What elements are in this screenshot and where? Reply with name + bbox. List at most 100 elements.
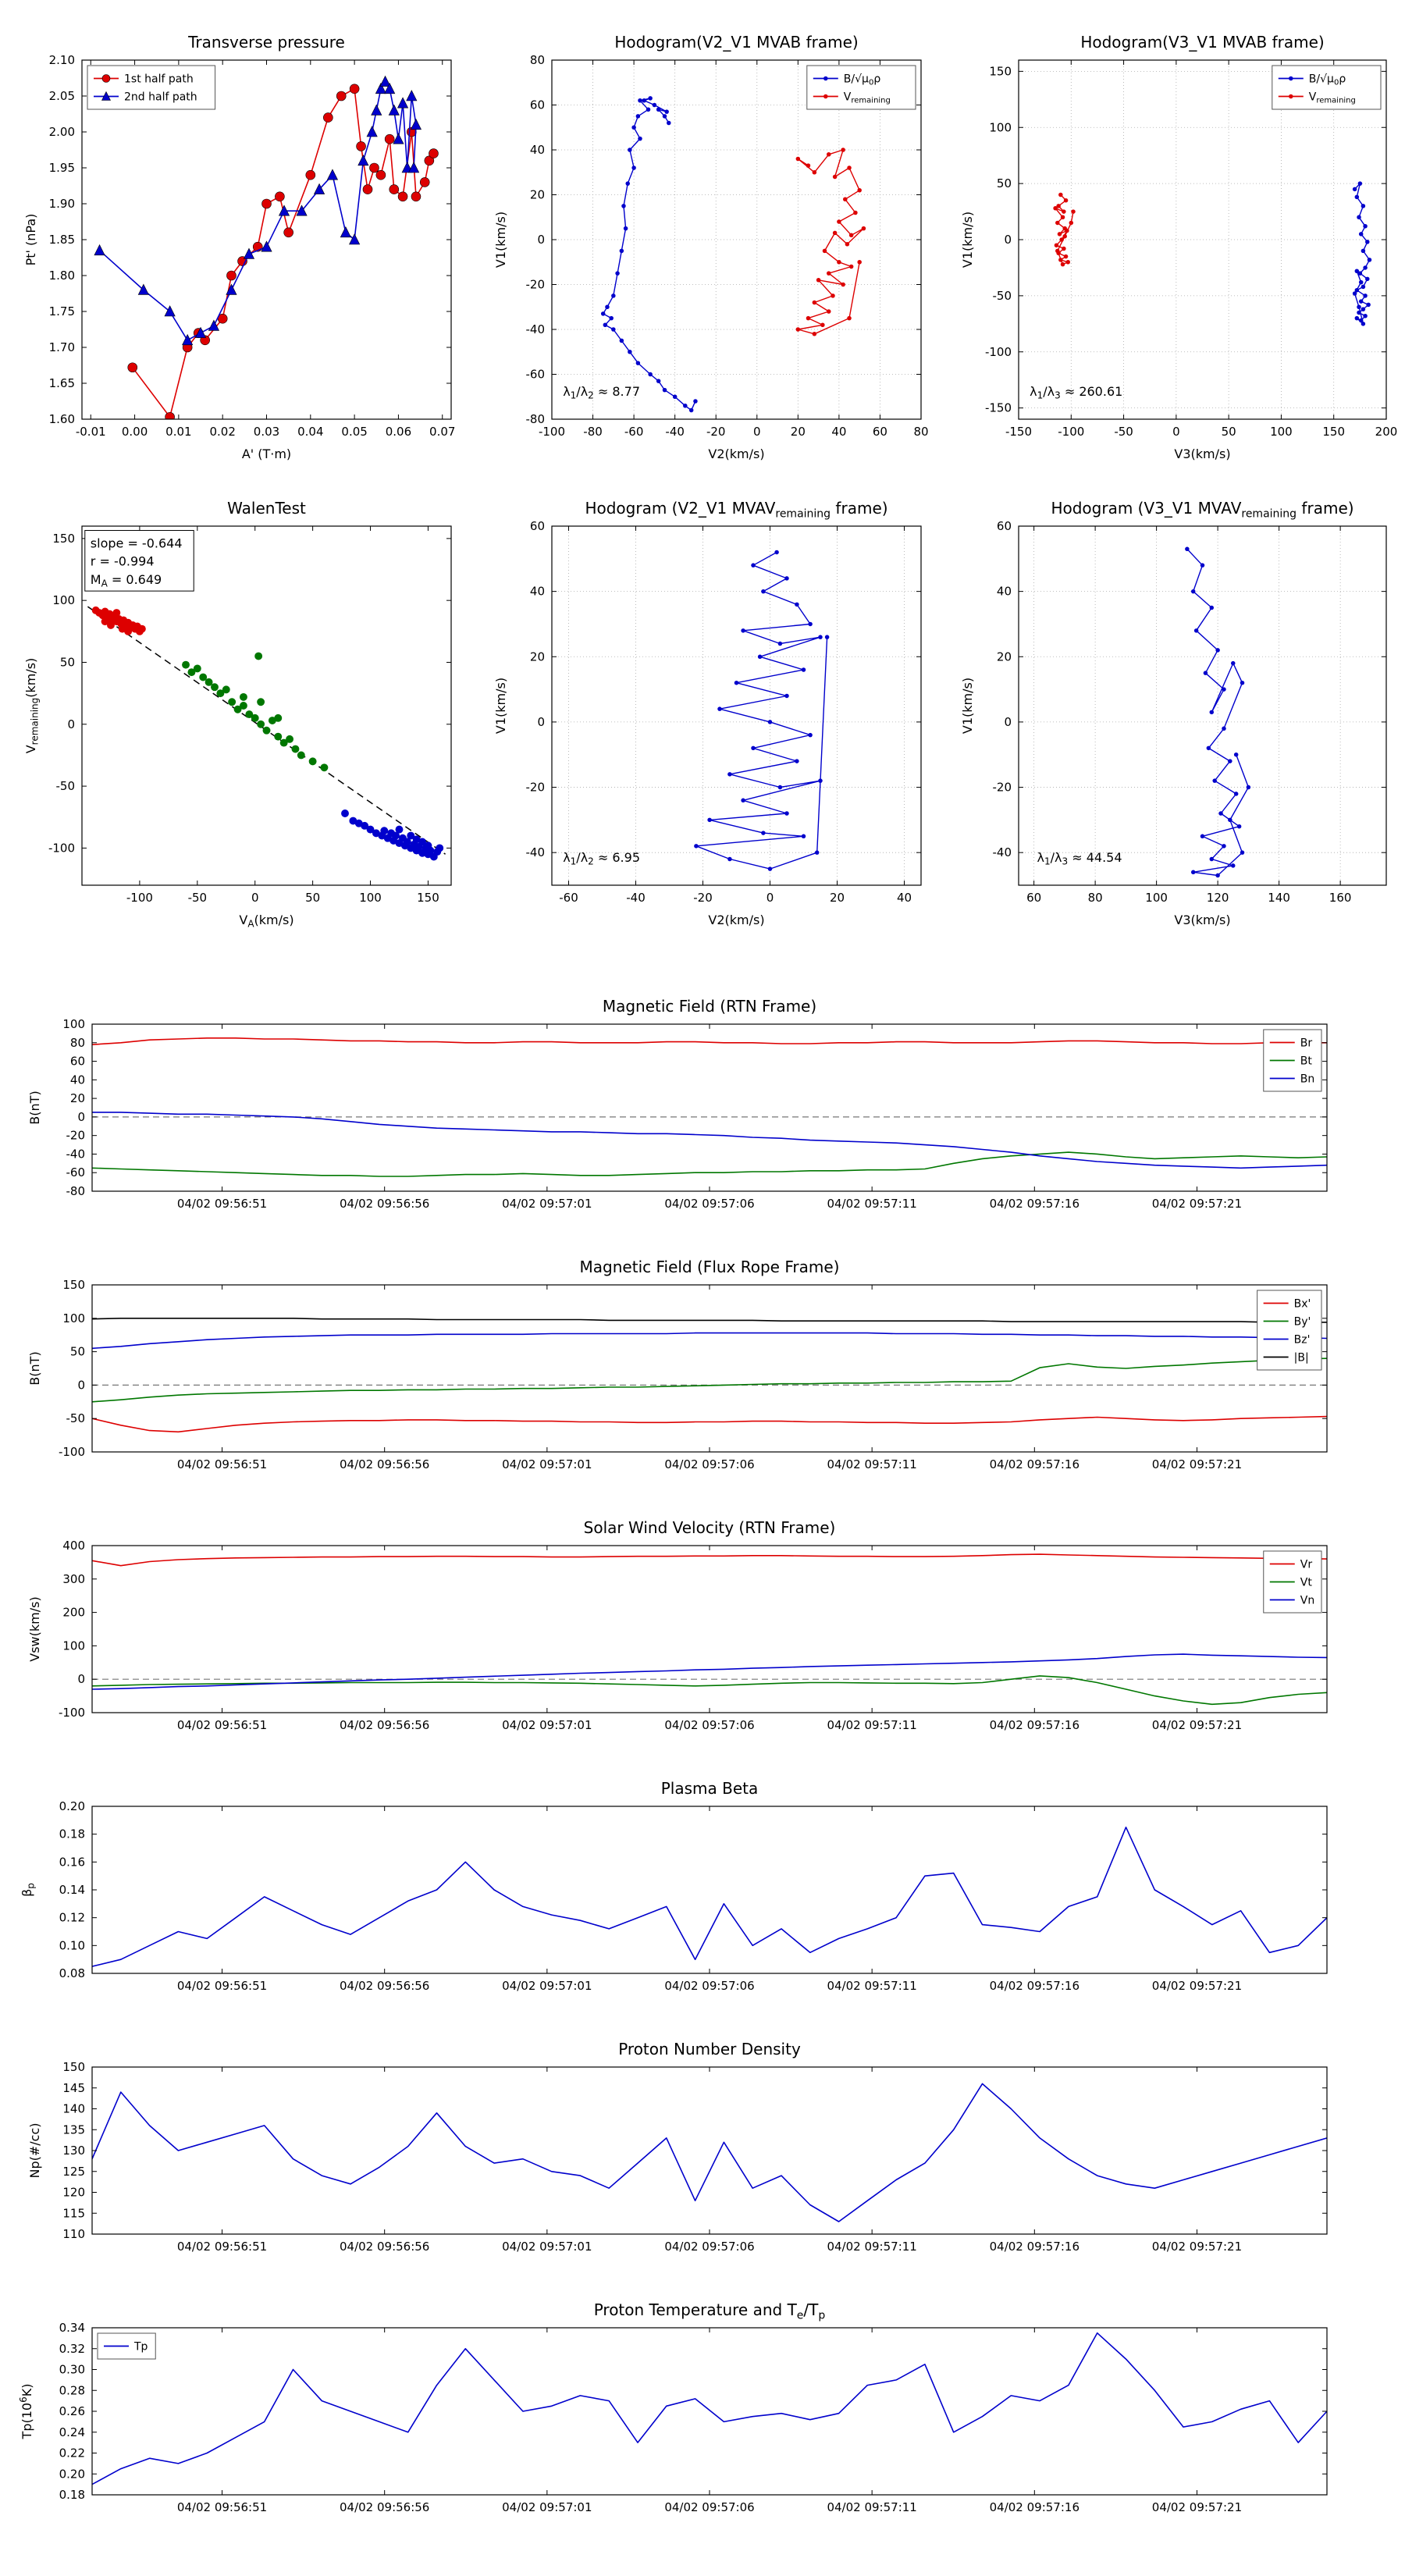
series-V-hodogram (694, 550, 830, 871)
plot-border (551, 525, 922, 886)
svg-text:04/02 09:57:11: 04/02 09:57:11 (827, 2240, 916, 2254)
svg-text:B/√μ0ρ: B/√μ0ρ (844, 73, 881, 87)
svg-text:200: 200 (1375, 425, 1398, 439)
gridlines (1019, 525, 1386, 885)
svg-text:0: 0 (77, 1378, 85, 1392)
svg-text:04/02 09:56:56: 04/02 09:56:56 (340, 1457, 429, 1471)
series-plasma-beta (92, 1827, 1327, 1967)
svg-text:04/02 09:57:06: 04/02 09:57:06 (664, 1197, 754, 1211)
svg-text:Tp: Tp (133, 2340, 148, 2353)
svg-text:-20: -20 (693, 891, 713, 905)
svg-text:-100: -100 (48, 841, 75, 855)
annotation: λ1/λ3 ≈ 260.61 (1030, 384, 1122, 401)
svg-text:0: 0 (1004, 715, 1012, 729)
tick-labels: 04/02 09:56:51 04/02 09:56:56 04/02 09:57:… (59, 1799, 1243, 1993)
svg-text:0.04: 0.04 (297, 425, 323, 439)
chart-solar-wind-velocity-rtn: 04/02 09:56:51 04/02 09:56:56 04/02 09:57:… (0, 1483, 1405, 1745)
chart-transverse-pressure: -0.01 0.00 0.01 0.02 0.03 0.04 0.05 0.06 0.07 1.6… (8, 12, 468, 480)
svg-text:Bn: Bn (1300, 1073, 1314, 1085)
svg-text:80: 80 (70, 1036, 85, 1050)
svg-text:λ1/λ2 ≈ 6.95: λ1/λ2 ≈ 6.95 (563, 850, 640, 867)
svg-text:2.10: 2.10 (49, 53, 75, 67)
axis-ticks (92, 2066, 1327, 2235)
svg-text:100: 100 (62, 1638, 85, 1653)
svg-text:04/02 09:57:16: 04/02 09:57:16 (990, 2500, 1080, 2514)
axis-ticks (1019, 525, 1386, 885)
svg-text:40: 40 (530, 585, 545, 599)
svg-text:0: 0 (537, 233, 545, 247)
svg-text:1.95: 1.95 (49, 161, 75, 175)
svg-text:40: 40 (831, 425, 846, 439)
tick-labels: -100 -50 0 50 100 150 -100 -50 0 50 100 150 (48, 532, 439, 905)
svg-text:By': By' (1294, 1315, 1311, 1328)
svg-text:60: 60 (1026, 891, 1041, 905)
chart-title: Proton Temperature and Te/Tp (594, 2300, 826, 2322)
svg-text:-20: -20 (526, 278, 546, 292)
axis-ticks (92, 1284, 1327, 1453)
chart-title: Magnetic Field (RTN Frame) (603, 997, 816, 1016)
svg-text:04/02 09:57:21: 04/02 09:57:21 (1152, 2500, 1242, 2514)
svg-text:-100: -100 (59, 1445, 85, 1459)
svg-text:-60: -60 (66, 1165, 86, 1179)
chart-title: Hodogram (V3_V1 MVAVremaining frame) (1051, 499, 1353, 520)
y-axis-label: Np(#/cc) (27, 2123, 42, 2179)
series-Bz-prime (92, 1332, 1327, 1350)
svg-text:150: 150 (989, 64, 1012, 78)
svg-text:50: 50 (997, 176, 1012, 190)
chart-proton-temperature: 04/02 09:56:51 04/02 09:56:56 04/02 09:57:… (0, 2265, 1405, 2528)
series-B-magnitude (92, 1318, 1327, 1323)
svg-text:B/√μ0ρ: B/√μ0ρ (1309, 73, 1346, 87)
svg-text:04/02 09:56:51: 04/02 09:56:51 (177, 2500, 267, 2514)
legend: B/√μ0ρ Vremaining (1272, 65, 1382, 110)
svg-text:80: 80 (530, 53, 545, 67)
svg-text:0.00: 0.00 (122, 425, 148, 439)
tick-labels: 04/02 09:56:51 04/02 09:56:56 04/02 09:57:… (59, 2321, 1243, 2514)
svg-text:04/02 09:57:06: 04/02 09:57:06 (664, 1979, 754, 1993)
chart-hodogram-v2v1-mvav: -60 -40 -20 0 20 40 -40 -20 0 20 40 60 Hodogram (V2_… (478, 478, 938, 946)
svg-text:0: 0 (77, 1110, 85, 1124)
svg-text:0.28: 0.28 (59, 2383, 85, 2397)
legend: 1st half path 2nd half path (87, 65, 216, 110)
series-V-hodogram (1185, 546, 1251, 878)
svg-text:2.00: 2.00 (49, 125, 75, 139)
svg-text:-150: -150 (1005, 425, 1032, 439)
svg-text:Vn: Vn (1300, 1594, 1314, 1606)
svg-text:-0.01: -0.01 (76, 425, 106, 439)
series-B-hodogram (1352, 181, 1372, 326)
plot-border (91, 2066, 1328, 2235)
legend: B/√μ0ρ Vremaining (806, 65, 916, 110)
svg-text:04/02 09:57:16: 04/02 09:57:16 (990, 2240, 1080, 2254)
svg-text:0.26: 0.26 (59, 2404, 85, 2418)
svg-text:04/02 09:57:06: 04/02 09:57:06 (664, 1718, 754, 1732)
svg-text:0: 0 (753, 425, 761, 439)
chart-hodogram-v3v1-mvab: -150 -100 -50 0 50 100 150 200 -150 -100 -50 0 50 100… (944, 12, 1403, 480)
svg-text:-50: -50 (993, 289, 1012, 303)
svg-text:150: 150 (52, 532, 75, 546)
svg-text:04/02 09:57:21: 04/02 09:57:21 (1152, 2240, 1242, 2254)
svg-text:20: 20 (530, 649, 545, 664)
svg-text:120: 120 (62, 2186, 85, 2200)
series-walen-last-segment (341, 809, 444, 861)
svg-text:04/02 09:57:11: 04/02 09:57:11 (827, 1979, 916, 1993)
svg-text:60: 60 (70, 1055, 85, 1069)
svg-text:0.08: 0.08 (59, 1966, 85, 1980)
chart-title: Proton Number Density (618, 2040, 801, 2058)
tick-labels: 04/02 09:56:51 04/02 09:56:56 04/02 09:57:… (59, 1278, 1242, 1471)
chart-walen-test: -100 -50 0 50 100 150 -100 -50 0 50 100 150 WalenTes… (8, 478, 468, 946)
svg-text:200: 200 (62, 1606, 85, 1620)
svg-text:-40: -40 (626, 891, 646, 905)
plot-border (91, 1806, 1328, 1974)
axis-ticks (92, 1023, 1327, 1192)
series-Bt (92, 1151, 1327, 1177)
svg-text:0.32: 0.32 (59, 2342, 85, 2356)
svg-text:125: 125 (62, 2165, 85, 2179)
svg-text:-20: -20 (706, 425, 726, 439)
svg-text:0.01: 0.01 (165, 425, 191, 439)
svg-text:100: 100 (359, 891, 382, 905)
svg-text:0.07: 0.07 (429, 425, 455, 439)
plot-border (91, 2327, 1328, 2496)
chart-title: Plasma Beta (661, 1779, 759, 1798)
plot-border (91, 1023, 1328, 1192)
svg-text:0.10: 0.10 (59, 1938, 85, 1952)
svg-text:-60: -60 (559, 891, 578, 905)
